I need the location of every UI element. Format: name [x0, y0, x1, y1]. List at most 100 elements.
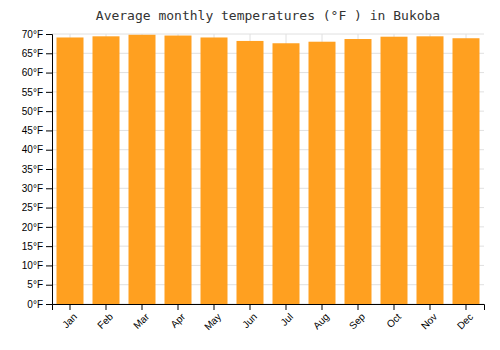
bar — [165, 36, 192, 304]
x-tick-label: Jun — [240, 311, 259, 330]
bar — [345, 39, 372, 304]
x-tick-mark — [214, 304, 215, 310]
y-tick: 10°F — [22, 260, 52, 271]
x-tick: Oct — [384, 304, 403, 330]
x-tick: Mar — [131, 304, 151, 331]
y-tick-label: 65°F — [22, 48, 43, 59]
y-axis: 0°F 5°F 10°F 15°F 20°F 25°F 30°F 35°F 40°F 45°F 50… — [22, 29, 53, 310]
bar — [237, 41, 264, 304]
x-tick-mark — [394, 304, 395, 310]
y-tick-label: 55°F — [22, 87, 43, 98]
y-tick: 35°F — [22, 164, 52, 175]
bar — [93, 36, 120, 304]
x-tick: Jul — [278, 304, 295, 328]
bar — [453, 38, 480, 304]
y-tick: 45°F — [22, 125, 52, 136]
y-tick: 30°F — [22, 183, 52, 194]
y-tick-label: 5°F — [27, 279, 43, 290]
y-tick-mark — [46, 285, 52, 286]
x-tick-label: Jan — [60, 311, 79, 330]
x-tick-mark — [358, 304, 359, 310]
x-tick: Feb — [95, 304, 115, 331]
y-tick-mark — [46, 34, 52, 35]
x-tick-label: Nov — [419, 311, 439, 331]
y-tick-mark — [46, 169, 52, 170]
y-tick-label: 0°F — [27, 299, 43, 310]
x-tick-mark — [250, 304, 251, 310]
y-tick: 60°F — [22, 67, 52, 78]
x-tick-label: Feb — [95, 311, 115, 331]
x-tick-mark — [322, 304, 323, 310]
x-tick-mark — [430, 304, 431, 310]
y-tick-mark — [46, 304, 52, 305]
y-tick-label: 60°F — [22, 67, 43, 78]
x-tick-mark — [466, 304, 467, 310]
bar — [417, 36, 444, 304]
x-tick-mark — [178, 304, 179, 310]
y-tick-mark — [46, 111, 52, 112]
y-tick: 70°F — [22, 29, 52, 40]
bars — [57, 35, 480, 304]
y-tick: 5°F — [27, 279, 52, 290]
x-tick-mark — [70, 304, 71, 310]
y-tick-label: 45°F — [22, 125, 43, 136]
chart-svg: 0°F 5°F 10°F 15°F 20°F 25°F 30°F 35°F 40°F 45°F 50… — [0, 0, 500, 350]
y-tick-label: 50°F — [22, 106, 43, 117]
y-tick-label: 20°F — [22, 222, 43, 233]
y-tick-mark — [46, 73, 52, 74]
x-tick: May — [202, 304, 223, 332]
x-tick-label: Aug — [311, 311, 331, 331]
y-tick-label: 10°F — [22, 260, 43, 271]
y-tick-mark — [46, 265, 52, 266]
bar — [309, 42, 336, 304]
y-tick-mark — [46, 150, 52, 151]
y-tick-mark — [46, 208, 52, 209]
y-tick: 50°F — [22, 106, 52, 117]
bar — [129, 35, 156, 304]
y-tick-mark — [46, 246, 52, 247]
y-tick-label: 30°F — [22, 183, 43, 194]
y-tick: 0°F — [27, 299, 52, 310]
x-tick-label: Sep — [347, 311, 368, 332]
y-tick: 20°F — [22, 222, 52, 233]
y-tick: 25°F — [22, 202, 52, 213]
x-tick: Apr — [168, 304, 187, 330]
bar — [57, 37, 84, 304]
x-tick-label: May — [202, 311, 223, 332]
bar — [273, 43, 300, 304]
title: Average monthly temperatures (°F ) in Bu… — [96, 8, 440, 23]
x-tick: Dec — [455, 304, 475, 331]
plot: 0°F 5°F 10°F 15°F 20°F 25°F 30°F 35°F 40°F 45°F 50… — [22, 29, 485, 333]
chart-container: 0°F 5°F 10°F 15°F 20°F 25°F 30°F 35°F 40°F 45°F 50… — [0, 0, 500, 350]
x-tick: Jun — [240, 304, 259, 330]
y-tick-mark — [46, 130, 52, 131]
y-tick: 65°F — [22, 48, 52, 59]
x-tick-mark — [106, 304, 107, 310]
x-tick: Nov — [419, 304, 439, 331]
y-tick-mark — [46, 92, 52, 93]
y-tick-label: 70°F — [22, 29, 43, 40]
y-tick-mark — [46, 227, 52, 228]
y-tick: 40°F — [22, 144, 52, 155]
bar — [201, 37, 228, 304]
x-axis-line — [53, 305, 485, 311]
x-tick: Aug — [311, 304, 331, 331]
y-tick: 15°F — [22, 241, 52, 252]
y-tick-label: 35°F — [22, 164, 43, 175]
y-grid-line — [52, 34, 484, 35]
x-tick-mark — [142, 304, 143, 310]
x-tick-mark — [286, 304, 287, 310]
x-tick: Sep — [347, 304, 368, 331]
y-tick-label: 25°F — [22, 202, 43, 213]
y-tick-label: 40°F — [22, 144, 43, 155]
y-tick-label: 15°F — [22, 241, 43, 252]
x-tick-label: Dec — [455, 311, 475, 331]
x-tick-label: Mar — [131, 311, 151, 331]
y-tick-mark — [46, 188, 52, 189]
y-axis-line — [46, 35, 53, 305]
x-tick-label: Apr — [168, 311, 187, 330]
y-tick: 55°F — [22, 87, 52, 98]
x-tick-label: Jul — [278, 311, 295, 328]
bar — [381, 37, 408, 304]
grid — [52, 34, 484, 304]
